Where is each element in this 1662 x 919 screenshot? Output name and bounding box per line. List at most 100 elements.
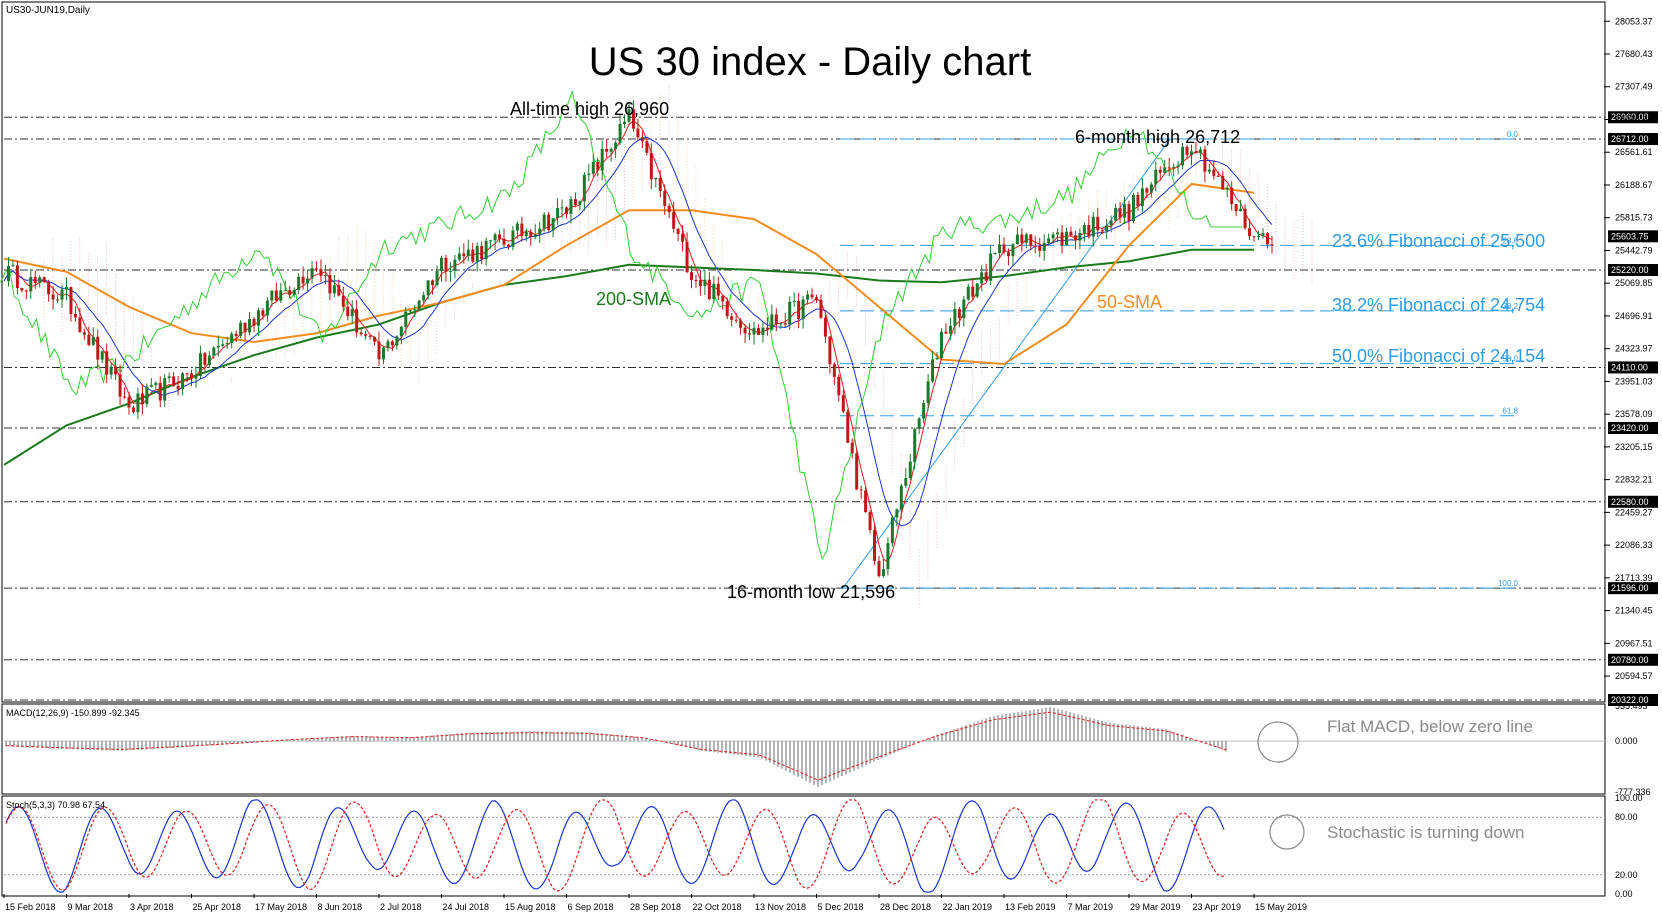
candle-body-88 — [395, 336, 399, 346]
price-tick-label-16: 22086.33 — [1615, 540, 1653, 550]
candle-body-222 — [993, 252, 997, 254]
candle-body-274 — [1225, 187, 1229, 190]
macd-panel-frame — [1, 703, 1606, 795]
candle-body-161 — [721, 295, 725, 302]
candle-body-283 — [1266, 233, 1269, 245]
candle-body-157 — [703, 279, 707, 286]
annotation-all-time-high: All-time high 26,960 — [510, 99, 669, 119]
candle-body-226 — [1011, 244, 1015, 257]
candle-body-278 — [1243, 208, 1247, 229]
candle-body-91 — [408, 310, 412, 312]
candle-body-16 — [73, 313, 77, 318]
candle-body-42 — [190, 373, 193, 379]
candle-body-266 — [1190, 151, 1193, 156]
level-tag-label-0: 26960.00 — [1611, 112, 1649, 122]
candle-body-13 — [60, 289, 64, 300]
candle-body-284 — [1270, 244, 1274, 246]
candle-body-238 — [1065, 231, 1068, 246]
candle-body-236 — [1056, 232, 1060, 235]
candle-body-21 — [96, 336, 100, 360]
candle-body-203 — [908, 461, 912, 478]
chikou-line — [0, 89, 1242, 560]
candle-body-32 — [145, 386, 149, 405]
candle-body-102 — [457, 253, 461, 260]
stoch-title: Stoch(5,3,3) 70.98 67.54 — [6, 800, 105, 810]
candle-body-23 — [105, 351, 109, 375]
candle-body-207 — [926, 381, 930, 403]
fib-ratio-label-1: 23.6 — [1502, 236, 1518, 245]
candle-body-97 — [435, 271, 439, 286]
candle-body-253 — [1131, 195, 1135, 222]
level-tag-label-6: 21596.00 — [1611, 583, 1649, 593]
macd-tick-label-1: 0.000 — [1615, 736, 1638, 746]
candle-body-181 — [810, 294, 814, 298]
candle-body-104 — [466, 249, 470, 257]
candle-body-10 — [47, 282, 51, 295]
candle-body-128 — [573, 199, 577, 205]
level-tag-label-8: 20322.00 — [1611, 695, 1649, 705]
candle-body-8 — [38, 277, 42, 283]
candle-body-108 — [484, 240, 488, 260]
candle-body-51 — [230, 333, 234, 343]
candle-body-150 — [672, 212, 676, 229]
date-tick-label-0: 15 Feb 2018 — [5, 902, 56, 912]
macd-signal-line — [5, 711, 1227, 781]
candle-body-31 — [140, 393, 144, 405]
price-tick-label-15: 22459.27 — [1615, 507, 1653, 517]
candle-body-160 — [716, 283, 720, 296]
candle-body-20 — [91, 336, 95, 345]
date-tick-label-19: 23 Apr 2019 — [1193, 902, 1242, 912]
candle-body-55 — [248, 319, 252, 333]
candle-body-178 — [797, 300, 801, 319]
sma-50-line — [3, 182, 1255, 365]
candle-body-190 — [850, 442, 854, 454]
annotation-16-month-low: 16-month low 21,596 — [727, 582, 895, 602]
date-tick-label-16: 13 Feb 2019 — [1005, 902, 1056, 912]
candle-body-136 — [609, 148, 613, 152]
candle-body-124 — [556, 208, 560, 219]
candle-body-165 — [739, 320, 743, 328]
candle-body-47 — [212, 347, 216, 356]
candle-body-176 — [788, 301, 792, 325]
candle-body-263 — [1176, 165, 1180, 167]
candle-body-149 — [667, 205, 671, 213]
candle-body-65 — [292, 289, 296, 295]
candle-body-187 — [837, 376, 841, 396]
candle-body-254 — [1136, 195, 1140, 207]
candle-body-146 — [654, 177, 658, 180]
candle-body-276 — [1234, 204, 1238, 212]
candle-body-185 — [828, 336, 832, 365]
candle-body-174 — [779, 323, 783, 325]
price-tick-label-1: 27680.43 — [1615, 49, 1653, 59]
candle-body-117 — [524, 231, 528, 237]
candle-body-234 — [1047, 238, 1051, 243]
candle-body-163 — [730, 316, 734, 320]
candle-body-191 — [855, 453, 859, 490]
candle-body-111 — [498, 234, 502, 239]
candle-body-60 — [270, 290, 274, 301]
date-tick-label-10: 28 Sep 2018 — [630, 902, 681, 912]
stoch-layer: 100.00 80.00 20.00 0.00 — [4, 793, 1643, 899]
candle-body-113 — [506, 244, 510, 247]
macd-annotation: Flat MACD, below zero line — [1327, 717, 1533, 736]
candle-body-29 — [131, 407, 135, 413]
candle-body-142 — [636, 128, 640, 138]
candle-body-118 — [529, 231, 533, 238]
candle-body-208 — [931, 359, 935, 382]
date-tick-label-12: 13 Nov 2018 — [755, 902, 806, 912]
candle-body-175 — [783, 323, 787, 325]
date-tick-label-7: 24 Jul 2018 — [443, 902, 490, 912]
annotation-200-sma: 200-SMA — [596, 289, 671, 309]
candle-body-233 — [1042, 242, 1046, 251]
candle-body-183 — [819, 299, 823, 318]
candle-body-26 — [118, 374, 122, 397]
fib-ratio-label-3: 50.0 — [1502, 355, 1518, 364]
price-tick-label-13: 23205.15 — [1615, 442, 1653, 452]
candle-body-265 — [1185, 146, 1189, 156]
candle-body-2 — [11, 265, 15, 267]
price-tick-label-19: 20967.51 — [1615, 638, 1653, 648]
candle-body-64 — [288, 290, 292, 295]
candle-body-1 — [6, 266, 10, 281]
candle-body-125 — [560, 207, 564, 209]
